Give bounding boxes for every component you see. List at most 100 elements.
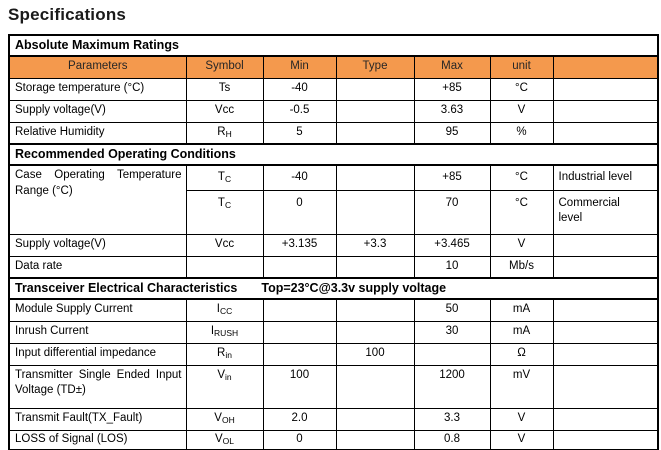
column-header-parameters: Parameters [8,55,187,79]
min-cell: -40 [262,77,337,101]
max-cell: 30 [413,320,491,344]
symbol-subscript: H [225,128,232,139]
table-row: Case Operating Temperature Range (°C) TC… [8,164,659,235]
symbol-cell: Vcc [185,99,264,123]
max-cell: 95 [413,121,491,145]
type-cell [335,121,415,145]
max-cell [413,342,491,366]
param-cell: Inrush Current [8,320,187,344]
min-cell: 5 [262,121,337,145]
column-header-min: Min [262,55,337,79]
note-cell [552,342,659,366]
note-cell [552,77,659,101]
type-cell [335,364,415,409]
symbol-cell: ICC [185,298,264,322]
table-row: Module Supply Current ICC 50 mA [8,298,659,322]
symbol-main: I [210,325,215,338]
symbol-main: R [217,125,226,138]
type-cell: 100 [335,342,415,366]
note-cell [552,99,659,123]
note-cell [552,407,659,431]
section-title-row: Recommended Operating Conditions [8,143,659,166]
table-row: LOSS of Signal (LOS) VOL 0 0.8 V [8,429,659,450]
unit-cell: mV [489,364,554,409]
unit-cell: Ω [489,342,554,366]
type-cell [335,164,415,191]
type-cell [335,99,415,123]
symbol-subscript: CC [219,306,233,317]
column-header-row: Parameters Symbol Min Type Max unit [8,55,659,79]
symbol-subscript: OH [221,415,235,426]
param-cell: Data rate [8,255,187,279]
symbol-cell: VOH [185,407,264,431]
section-title-row: Absolute Maximum Ratings [8,34,659,57]
page-title: Specifications [8,5,127,24]
symbol-subscript: in [225,371,232,382]
unit-cell: V [489,99,554,123]
max-cell: +3.465 [413,233,491,257]
max-cell: 3.63 [413,99,491,123]
note-cell [552,255,659,279]
symbol-subscript: OL [222,435,234,446]
section-title-text: Absolute Maximum Ratings [15,38,179,53]
table-row: Inrush Current IRUSH 30 mA [8,320,659,344]
table-row: Transmitter Single Ended Input Voltage (… [8,364,659,409]
type-cell [335,298,415,322]
note-cell [552,233,659,257]
max-cell: +85 [413,77,491,101]
unit-cell: mA [489,320,554,344]
symbol-main: I [216,303,220,316]
param-cell: Storage temperature (°C) [8,77,187,101]
type-cell [335,429,415,450]
param-cell: Transmitter Single Ended Input Voltage (… [8,364,187,409]
type-cell: +3.3 [335,233,415,257]
symbol-main: Ts [218,82,231,95]
note-cell [552,429,659,450]
table-row: Relative Humidity RH 5 95 % [8,121,659,145]
min-cell: -40 [262,164,337,191]
table-row: Supply voltage(V) Vcc +3.135 +3.3 +3.465… [8,233,659,257]
symbol-main: V [214,412,222,425]
section-condition-text: Top=23°C@3.3v supply voltage [261,281,447,296]
symbol-subscript: C [224,199,232,210]
min-cell [262,255,337,279]
symbol-cell: TC [185,189,264,235]
max-cell: +85 [413,164,491,191]
min-cell: 0 [262,189,337,235]
min-cell [262,298,337,322]
max-cell: 70 [413,189,491,235]
symbol-cell: Ts [185,77,264,101]
symbol-subscript: in [225,350,232,361]
column-header-type: Type [335,55,415,79]
max-cell: 50 [413,298,491,322]
param-cell: LOSS of Signal (LOS) [8,429,187,450]
section-title-row: Transceiver Electrical Characteristics To… [8,277,659,300]
max-cell: 1200 [413,364,491,409]
type-cell [335,320,415,344]
note-cell [552,364,659,409]
param-cell: Module Supply Current [8,298,187,322]
symbol-cell: RH [185,121,264,145]
param-cell: Case Operating Temperature Range (°C) [8,164,187,235]
note-cell: Industrial level [552,164,659,191]
param-cell: Relative Humidity [8,121,187,145]
param-cell: Supply voltage(V) [8,99,187,123]
max-cell: 0.8 [413,429,491,450]
unit-cell: Mb/s [489,255,554,279]
min-cell [262,342,337,366]
table-row: Input differential impedance Rin 100 Ω [8,342,659,366]
note-cell: Commercial level [552,189,659,235]
min-cell: 2.0 [262,407,337,431]
section-title-text: Transceiver Electrical Characteristics [15,281,238,296]
table-row: Storage temperature (°C) Ts -40 +85 °C [8,77,659,101]
unit-cell: °C [489,77,554,101]
table-row: Transmit Fault(TX_Fault) VOH 2.0 3.3 V [8,407,659,431]
symbol-main: V [214,432,223,445]
unit-cell: V [489,407,554,431]
symbol-cell: Vin [185,364,264,409]
symbol-cell: IRUSH [185,320,264,344]
type-cell [335,255,415,279]
symbol-subscript: RUSH [214,328,239,339]
unit-cell: % [489,121,554,145]
